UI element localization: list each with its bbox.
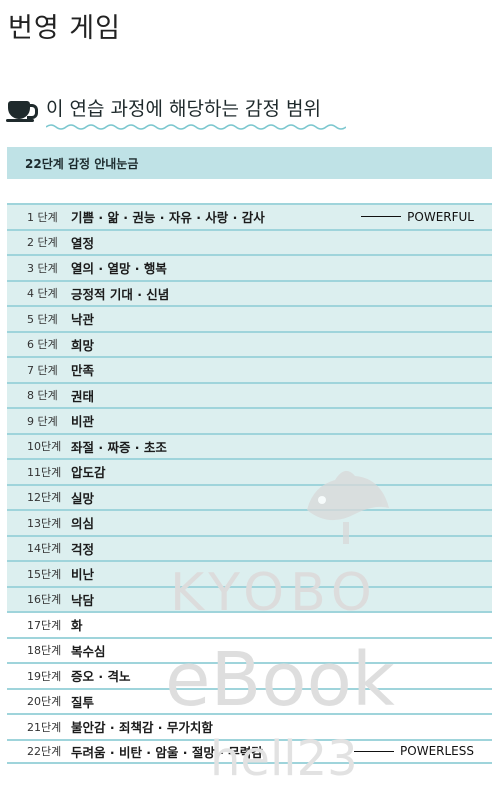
- table-row: 20단계 질투: [7, 687, 492, 714]
- emotion-label: 압도감: [71, 465, 106, 481]
- stage-label: 4 단계: [27, 287, 58, 301]
- table-row: 12단계 실망: [7, 483, 492, 509]
- emotion-label: 만족: [71, 363, 95, 379]
- table-rows: 1 단계 기쁨 · 앎 · 권능 · 자유 · 사랑 · 감사 POWERFUL 2 …: [7, 203, 492, 764]
- table-row: 14단계 걱정: [7, 534, 492, 560]
- table-row: 4 단계 긍정적 기대 · 신념: [7, 279, 492, 305]
- stage-label: 21단계: [27, 720, 62, 734]
- coffee-cup-icon: [6, 99, 38, 123]
- stage-label: 11단계: [27, 465, 62, 479]
- table-row: 11단계 압도감: [7, 458, 492, 484]
- stage-label: 15단계: [27, 567, 62, 581]
- marker-label: POWERLESS: [400, 744, 474, 759]
- emotion-label: 열의 · 열망 · 행복: [71, 261, 167, 277]
- stage-label: 17단계: [27, 618, 62, 632]
- stage-label: 9 단계: [27, 414, 58, 428]
- stage-label: 22단계: [27, 745, 62, 759]
- wavy-underline: [46, 124, 346, 130]
- table-row: 15단계 비난: [7, 560, 492, 586]
- table-row: 6 단계 희망: [7, 330, 492, 356]
- header-gap: [7, 179, 492, 203]
- emotion-label: 희망: [71, 337, 95, 353]
- stage-label: 10단계: [27, 440, 62, 454]
- emotion-label: 열정: [71, 235, 95, 251]
- stage-label: 16단계: [27, 593, 62, 607]
- emotion-label: 비관: [71, 414, 95, 430]
- section-title-text: 이 연습 과정에 해당하는 감정 범위: [46, 98, 321, 120]
- stage-label: 3 단계: [27, 261, 58, 275]
- stage-label: 19단계: [27, 669, 62, 683]
- stage-label: 20단계: [27, 695, 62, 709]
- emotion-label: 불안감 · 죄책감 · 무가치함: [71, 720, 213, 736]
- section-title: 이 연습 과정에 해당하는 감정 범위: [46, 94, 346, 130]
- emotion-label: 기쁨 · 앎 · 권능 · 자유 · 사랑 · 감사: [71, 210, 265, 226]
- table-row: 17단계 화: [7, 611, 492, 637]
- emotion-label: 의심: [71, 516, 95, 532]
- table-row: 8 단계 권태: [7, 381, 492, 407]
- table-row: 21단계 불안감 · 죄책감 · 무가치함: [7, 713, 492, 739]
- table-row: 19단계 증오 · 격노: [7, 662, 492, 688]
- page-title: 번영 게임: [8, 13, 121, 44]
- table-row: 2 단계 열정: [7, 228, 492, 254]
- stage-label: 14단계: [27, 542, 62, 556]
- marker-line: [361, 216, 402, 218]
- scale-marker: POWERLESS: [354, 744, 474, 758]
- marker-label: POWERFUL: [407, 209, 474, 224]
- emotion-label: 복수심: [71, 643, 106, 659]
- emotion-label: 긍정적 기대 · 신념: [71, 286, 170, 302]
- stage-label: 2 단계: [27, 236, 58, 250]
- table-row: 13단계 의심: [7, 509, 492, 535]
- emotion-label: 두려움 · 비탄 · 암울 · 절망 · 무력감: [71, 744, 263, 760]
- emotion-label: 질투: [71, 694, 95, 710]
- table-row: 9 단계 비관: [7, 407, 492, 433]
- stage-label: 13단계: [27, 516, 62, 530]
- table-row: 5 단계 낙관: [7, 305, 492, 331]
- emotion-label: 증오 · 격노: [71, 669, 131, 685]
- table-row: 3 단계 열의 · 열망 · 행복: [7, 254, 492, 280]
- stage-label: 7 단계: [27, 363, 58, 377]
- stage-label: 18단계: [27, 644, 62, 658]
- table-row: 10단계 좌절 · 짜증 · 초조: [7, 432, 492, 458]
- emotion-label: 낙담: [71, 592, 95, 608]
- stage-label: 1 단계: [27, 210, 58, 224]
- emotion-label: 좌절 · 짜증 · 초조: [71, 439, 167, 455]
- emotion-label: 실망: [71, 490, 95, 506]
- emotion-label: 권태: [71, 388, 95, 404]
- marker-line: [354, 750, 395, 752]
- emotion-label: 화: [71, 618, 83, 634]
- table-row: 16단계 낙담: [7, 585, 492, 611]
- table-row: 1 단계 기쁨 · 앎 · 권능 · 자유 · 사랑 · 감사 POWERFUL: [7, 203, 492, 229]
- table-row: 18단계 복수심: [7, 636, 492, 663]
- emotion-scale-table: 22단계 감정 안내눈금 1 단계 기쁨 · 앎 · 권능 · 자유 · 사랑 ·…: [7, 147, 492, 764]
- section-heading: 이 연습 과정에 해당하는 감정 범위: [6, 94, 346, 130]
- stage-label: 6 단계: [27, 338, 58, 352]
- table-row: 22단계 두려움 · 비탄 · 암울 · 절망 · 무력감 POWERLESS: [7, 738, 492, 764]
- stage-label: 8 단계: [27, 389, 58, 403]
- table-header: 22단계 감정 안내눈금: [7, 147, 492, 179]
- stage-label: 12단계: [27, 491, 62, 505]
- stage-label: 5 단계: [27, 312, 58, 326]
- emotion-label: 비난: [71, 567, 95, 583]
- table-row: 7 단계 만족: [7, 356, 492, 382]
- scale-marker: POWERFUL: [361, 210, 474, 224]
- emotion-label: 걱정: [71, 541, 95, 557]
- emotion-label: 낙관: [71, 312, 95, 328]
